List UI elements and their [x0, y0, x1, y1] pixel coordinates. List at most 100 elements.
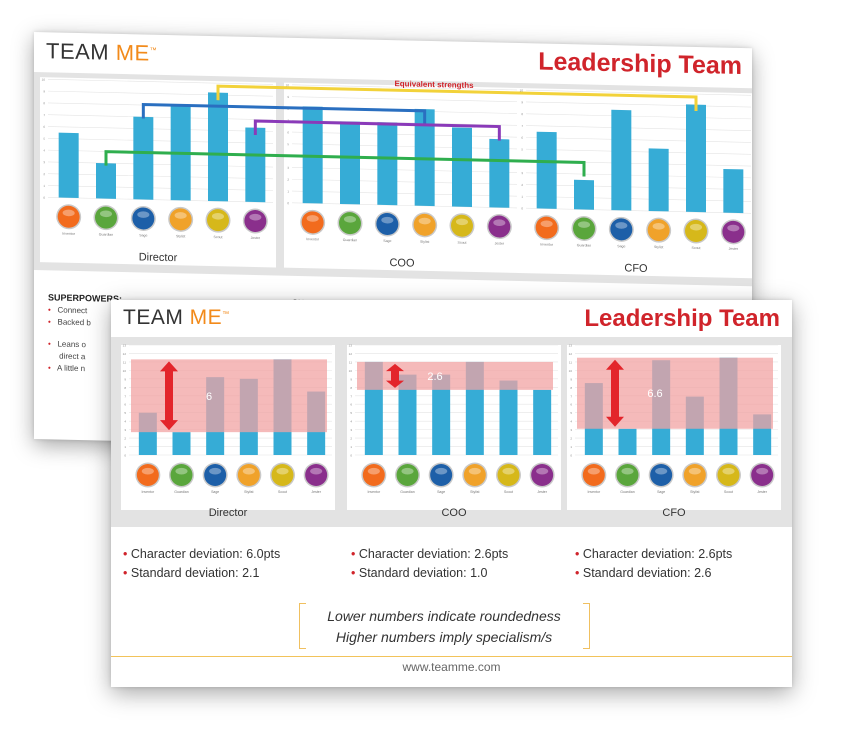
y-tick-label: 7 — [350, 394, 352, 398]
character-icon-highlight — [587, 467, 600, 475]
y-tick-label: 6 — [350, 403, 352, 407]
bar — [489, 138, 510, 208]
category-label: Scout — [724, 490, 733, 494]
gridline — [526, 184, 751, 190]
y-tick-label: 6 — [124, 403, 126, 407]
gridline — [292, 178, 517, 185]
bar — [377, 122, 398, 206]
deviation-band — [131, 359, 327, 433]
bar — [452, 127, 472, 207]
character-icon — [237, 464, 260, 486]
category-label: Sage — [617, 244, 625, 248]
y-tick-label: 4 — [43, 149, 45, 153]
y-tick-label: 8 — [570, 386, 572, 390]
category-label: Stylist — [420, 240, 429, 244]
category-label: Jester — [757, 490, 767, 494]
category-label: Scout — [692, 246, 701, 250]
character-icon — [204, 464, 227, 486]
gridline — [48, 79, 273, 85]
y-tick-label: 1 — [521, 195, 523, 199]
y-tick-label: 5 — [521, 148, 523, 152]
character-icon-highlight — [652, 223, 665, 230]
character-icon — [531, 464, 554, 486]
front-slide: TEAM ME™ Leadership Team 0 1 2 3 4 5 6 7 8 9 10 11 1… — [111, 300, 792, 687]
y-tick-label: 2 — [287, 178, 289, 182]
y-tick-label: 4 — [350, 420, 352, 424]
character-icon — [497, 464, 520, 486]
character-icon-highlight — [577, 221, 591, 228]
y-tick-label: 8 — [350, 386, 352, 390]
y-tick-label: 13 — [569, 344, 573, 348]
character-icon — [582, 464, 605, 486]
character-icon-highlight — [209, 467, 222, 475]
character-icon-highlight — [381, 216, 394, 224]
character-icon — [610, 218, 633, 241]
footer-url: www.teamme.com — [402, 660, 501, 674]
y-tick-label: 2 — [350, 437, 352, 441]
character-icon-highlight — [276, 467, 289, 475]
gridline — [48, 138, 273, 144]
y-tick-label: 9 — [43, 90, 45, 94]
connector-annotation: Equivalent strengths — [394, 79, 474, 90]
y-tick-label: 10 — [569, 369, 573, 373]
character-icon-highlight — [455, 218, 469, 226]
character-icon-highlight — [174, 212, 187, 219]
character-icon-highlight — [306, 215, 319, 222]
gridline — [526, 101, 751, 108]
y-tick-label: 9 — [521, 100, 523, 104]
gridline — [48, 173, 273, 180]
y-tick-label: 10 — [42, 78, 46, 82]
character-icon — [244, 210, 267, 233]
bar — [648, 148, 669, 212]
y-tick-label: 1 — [124, 445, 126, 449]
y-tick-label: 2 — [124, 437, 126, 441]
strength-connector — [104, 150, 586, 177]
standard-deviation: • Standard deviation: 2.1 — [123, 566, 260, 580]
y-tick-label: 9 — [570, 377, 572, 381]
superpower-bullet: • Leans o — [48, 339, 86, 350]
deviation-value: 6.6 — [647, 388, 662, 400]
bar — [618, 428, 637, 455]
y-tick-label: 13 — [349, 344, 353, 348]
y-tick-label: 9 — [124, 377, 126, 381]
bar — [686, 104, 706, 213]
y-tick-label: 0 — [43, 196, 45, 200]
character-icon — [722, 220, 745, 243]
panel-label: COO — [389, 257, 414, 270]
character-icon-highlight — [141, 467, 154, 475]
character-icon-highlight — [536, 467, 549, 475]
superpower-bullet-cont: direct a — [59, 351, 86, 362]
panel-label: Director — [139, 251, 178, 264]
y-tick-label: 5 — [43, 137, 45, 141]
character-icon — [170, 464, 193, 486]
character-icon — [169, 208, 192, 231]
character-icon — [136, 464, 159, 486]
gridline — [48, 197, 273, 203]
category-label: Sage — [211, 490, 219, 494]
slide-title: Leadership Team — [584, 305, 780, 332]
character-icon-highlight — [401, 467, 414, 475]
quote-bracket-right — [583, 603, 590, 649]
category-label: Scout — [458, 241, 467, 245]
y-tick-label: 6 — [521, 136, 523, 140]
category-label: Inventor — [368, 490, 381, 494]
panel-label: CFO — [662, 507, 686, 519]
bar — [133, 116, 154, 200]
bar — [432, 374, 451, 455]
superpower-bullet: • A little n — [48, 363, 86, 374]
superpowers-list: • Connect • Backed b • Leans o direct a … — [48, 304, 91, 375]
superpower-bullet: • Connect — [48, 305, 88, 316]
gridline — [292, 202, 517, 209]
bar — [96, 163, 116, 199]
y-tick-label: 10 — [520, 89, 524, 93]
character-icon-highlight — [175, 467, 188, 475]
gridline — [48, 185, 273, 191]
y-tick-label: 8 — [43, 101, 45, 105]
strength-connector — [141, 102, 427, 125]
character-icon-highlight — [249, 213, 262, 221]
y-tick-label: 11 — [349, 360, 352, 364]
category-label: Stylist — [470, 490, 479, 494]
character-deviation: • Character deviation: 6.0pts — [123, 547, 281, 561]
standard-deviation: • Standard deviation: 2.6 — [575, 566, 712, 580]
team-me-logo: TEAM ME™ — [123, 306, 230, 329]
